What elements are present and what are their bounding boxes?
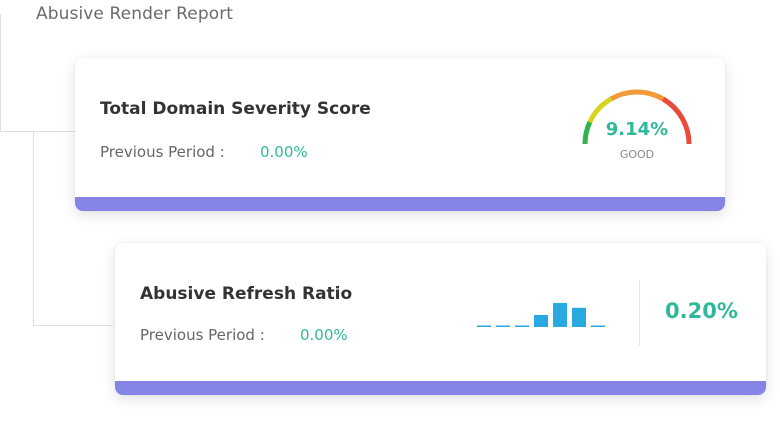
card-title: Abusive Refresh Ratio	[140, 284, 353, 304]
sparkline-bar	[534, 315, 548, 327]
sparkline-bar	[515, 325, 529, 327]
previous-period-label: Previous Period :	[140, 326, 265, 344]
divider	[639, 280, 640, 346]
connector-line	[33, 131, 34, 325]
connector-line	[0, 131, 75, 132]
severity-score-card: Total Domain Severity Score Previous Per…	[75, 58, 725, 211]
sparkline-bar	[553, 303, 567, 327]
previous-period-value: 0.00%	[300, 326, 348, 344]
sparkline-bar	[496, 325, 510, 327]
previous-period-value: 0.00%	[260, 143, 308, 161]
gauge-value: 9.14%	[605, 119, 669, 140]
gauge-segment-green	[582, 120, 593, 145]
refresh-ratio-card: Abusive Refresh Ratio Previous Period : …	[115, 243, 766, 395]
gauge-segment-orange	[609, 89, 665, 102]
refresh-ratio-value: 0.20%	[665, 299, 738, 323]
sparkline-bar	[477, 325, 491, 327]
gauge-arc	[582, 89, 692, 145]
card-accent-bar	[115, 381, 766, 395]
page-title: Abusive Render Report	[36, 4, 234, 24]
severity-gauge: 9.14% GOOD	[575, 58, 699, 198]
card-accent-bar	[75, 197, 725, 211]
gauge-segment-red	[661, 96, 692, 145]
sparkline-chart	[477, 303, 605, 327]
sparkline-bar	[572, 307, 586, 327]
card-title: Total Domain Severity Score	[100, 99, 371, 119]
sparkline-bar	[591, 325, 605, 327]
previous-period-label: Previous Period :	[100, 143, 225, 161]
connector-line	[0, 14, 1, 131]
connector-line	[33, 325, 113, 326]
gauge-status-label: GOOD	[619, 148, 655, 161]
gauge-segment-yellow	[587, 96, 613, 124]
